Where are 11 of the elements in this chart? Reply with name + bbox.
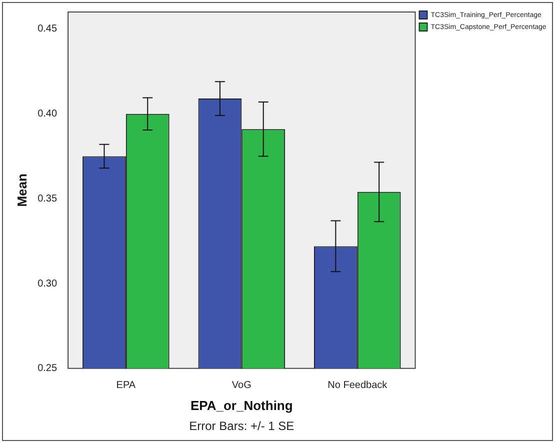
- y-axis-title: Mean: [14, 174, 30, 207]
- x-tick-label: EPA: [116, 380, 136, 392]
- text: Error Bars: +/- 1 SE: [189, 419, 294, 433]
- y-tick-label: 0.30: [38, 278, 58, 290]
- x-axis-title: EPA_or_Nothing: [190, 398, 293, 413]
- y-tick-label: 0.45: [38, 24, 58, 35]
- x-tick-label: VoG: [232, 380, 252, 392]
- y-tick-label: 0.25: [38, 363, 58, 374]
- y-tick-label: 0.40: [38, 108, 58, 120]
- y-tick-label: 0.35: [38, 193, 58, 204]
- x-tick-label: No Feedback: [328, 380, 388, 392]
